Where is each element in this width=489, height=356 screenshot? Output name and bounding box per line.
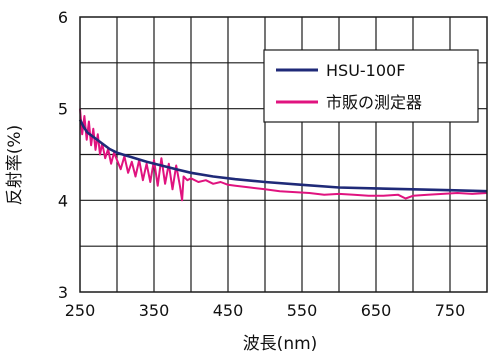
- ticks: 250 350 450 550 650 750 3 4 5 6: [58, 8, 465, 320]
- plot-border: [79, 16, 488, 293]
- y-tick-label: 5: [58, 100, 68, 119]
- series-layer: [78, 108, 488, 202]
- x-tick-label: 350: [139, 301, 170, 320]
- x-tick-label: 250: [65, 301, 96, 320]
- y-tick-label: 4: [58, 191, 68, 210]
- legend-label-commercial-instrument: 市販の測定器: [326, 93, 422, 112]
- y-tick-label: 6: [58, 8, 68, 27]
- y-axis-title: 反射率(%): [5, 125, 25, 205]
- legend-label-hsu-100f: HSU-100F: [326, 61, 405, 80]
- x-axis-title: 波長(nm): [243, 334, 318, 354]
- legend: HSU-100F 市販の測定器: [263, 49, 479, 123]
- series-line-hsu-100f: [78, 119, 488, 193]
- plot-frame: [79, 16, 488, 293]
- x-tick-label: 650: [361, 301, 392, 320]
- x-tick-label: 450: [213, 301, 244, 320]
- x-tick-label: 550: [287, 301, 318, 320]
- x-tick-label: 750: [435, 301, 466, 320]
- legend-box: [263, 49, 479, 123]
- y-tick-label: 3: [58, 283, 68, 302]
